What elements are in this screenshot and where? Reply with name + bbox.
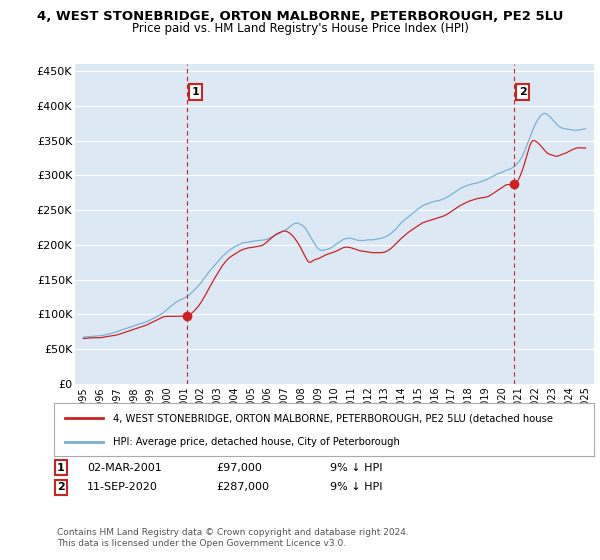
Text: 1: 1	[191, 87, 199, 97]
Text: 11-SEP-2020: 11-SEP-2020	[87, 482, 158, 492]
Text: £97,000: £97,000	[216, 463, 262, 473]
Text: Price paid vs. HM Land Registry's House Price Index (HPI): Price paid vs. HM Land Registry's House …	[131, 22, 469, 35]
Text: 2: 2	[518, 87, 526, 97]
Text: 9% ↓ HPI: 9% ↓ HPI	[330, 482, 383, 492]
Text: Contains HM Land Registry data © Crown copyright and database right 2024.: Contains HM Land Registry data © Crown c…	[57, 528, 409, 536]
Text: 4, WEST STONEBRIDGE, ORTON MALBORNE, PETERBOROUGH, PE2 5LU: 4, WEST STONEBRIDGE, ORTON MALBORNE, PET…	[37, 10, 563, 23]
Text: 02-MAR-2001: 02-MAR-2001	[87, 463, 162, 473]
Text: 4, WEST STONEBRIDGE, ORTON MALBORNE, PETERBOROUGH, PE2 5LU (detached house: 4, WEST STONEBRIDGE, ORTON MALBORNE, PET…	[113, 413, 553, 423]
Text: 1: 1	[57, 463, 65, 473]
Text: £287,000: £287,000	[216, 482, 269, 492]
Text: 9% ↓ HPI: 9% ↓ HPI	[330, 463, 383, 473]
Text: 2: 2	[57, 482, 65, 492]
Text: This data is licensed under the Open Government Licence v3.0.: This data is licensed under the Open Gov…	[57, 539, 346, 548]
Text: HPI: Average price, detached house, City of Peterborough: HPI: Average price, detached house, City…	[113, 436, 400, 446]
